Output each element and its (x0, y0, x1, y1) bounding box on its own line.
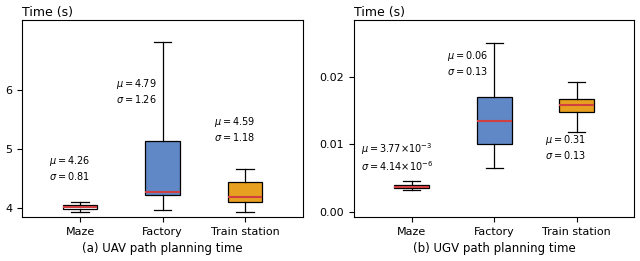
Text: $\mu = 0.06$
$\sigma = 0.13$: $\mu = 0.06$ $\sigma = 0.13$ (447, 49, 488, 77)
PathPatch shape (559, 99, 594, 112)
PathPatch shape (228, 182, 262, 203)
Text: $\mu = 4.79$
$\sigma = 1.26$: $\mu = 4.79$ $\sigma = 1.26$ (116, 77, 157, 105)
Text: Time (s): Time (s) (354, 5, 405, 19)
Text: $\mu = 4.59$
$\sigma = 1.18$: $\mu = 4.59$ $\sigma = 1.18$ (214, 116, 255, 144)
Text: Time (s): Time (s) (22, 5, 74, 19)
Text: $\mu = 3.77{\times}10^{-3}$
$\sigma = 4.14{\times}10^{-6}$: $\mu = 3.77{\times}10^{-3}$ $\sigma = 4.… (360, 141, 433, 173)
Text: $\mu = 0.31$
$\sigma = 0.13$: $\mu = 0.31$ $\sigma = 0.13$ (545, 133, 586, 161)
PathPatch shape (63, 205, 97, 209)
PathPatch shape (394, 185, 429, 188)
PathPatch shape (477, 97, 511, 144)
Text: $\mu = 4.26$
$\sigma = 0.81$: $\mu = 4.26$ $\sigma = 0.81$ (49, 154, 90, 182)
PathPatch shape (145, 140, 180, 195)
X-axis label: (b) UGV path planning time: (b) UGV path planning time (413, 242, 575, 256)
X-axis label: (a) UAV path planning time: (a) UAV path planning time (83, 242, 243, 256)
